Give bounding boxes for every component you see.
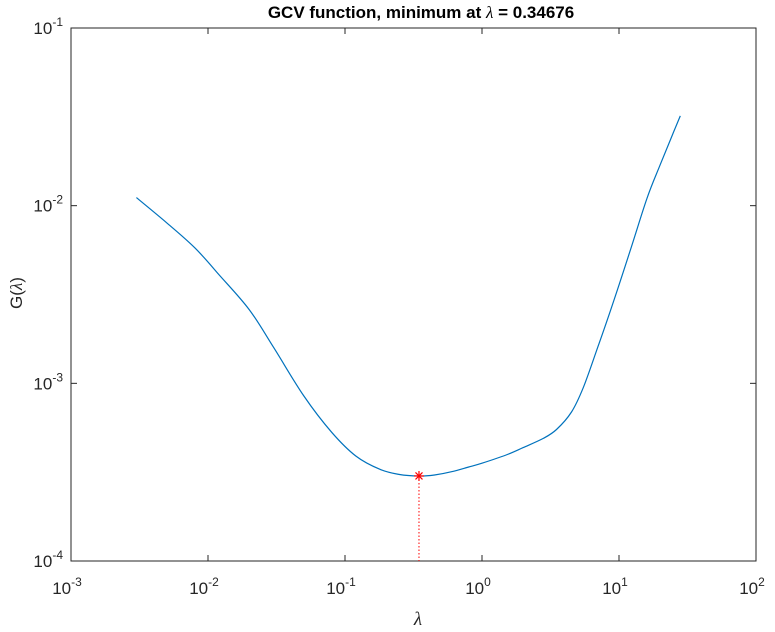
y-axis-label: G(λ) bbox=[7, 277, 26, 309]
minimum-asterisk-marker bbox=[413, 470, 424, 481]
y-axis-ticks: 10-4 10-3 10-2 10-1 bbox=[33, 15, 756, 571]
x-axis-ticks: 10-3 10-2 10-1 100 101 102 bbox=[52, 28, 765, 598]
y-tick-label: 10-4 bbox=[33, 548, 63, 571]
x-tick-label: 100 bbox=[465, 575, 491, 598]
x-tick-label: 10-3 bbox=[52, 575, 82, 598]
gcv-curve-line bbox=[136, 115, 681, 477]
x-axis-label: λ bbox=[413, 609, 422, 630]
series-group bbox=[136, 115, 681, 477]
x-tick-label: 101 bbox=[602, 575, 628, 598]
plot-frame bbox=[70, 27, 757, 562]
chart-title: GCV function, minimum at λ = 0.34676 bbox=[268, 3, 574, 22]
y-tick-label: 10-3 bbox=[33, 370, 63, 393]
minimum-marker-group bbox=[413, 470, 424, 561]
x-tick-label: 10-1 bbox=[326, 575, 356, 598]
y-tick-label: 10-2 bbox=[33, 193, 63, 216]
x-tick-label: 102 bbox=[739, 575, 765, 598]
y-tick-label: 10-1 bbox=[33, 15, 63, 38]
x-tick-label: 10-2 bbox=[189, 575, 219, 598]
